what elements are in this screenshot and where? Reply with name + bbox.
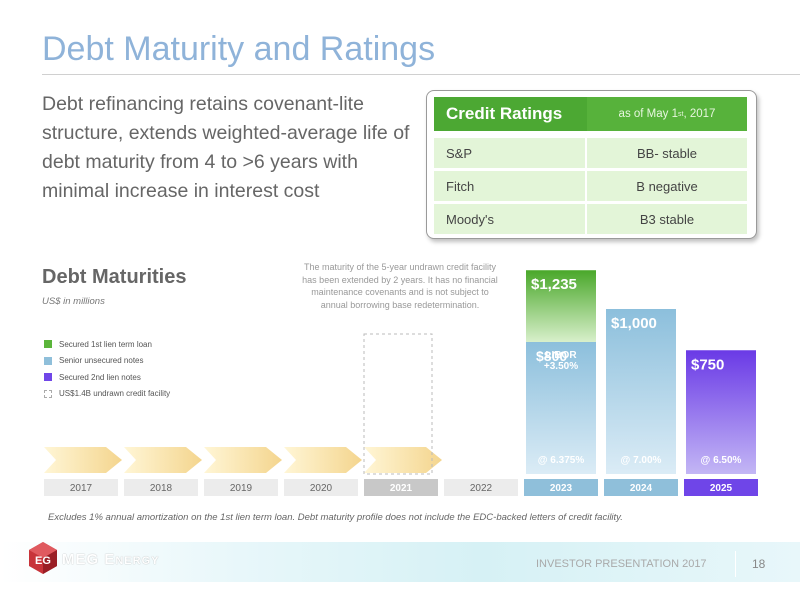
timeline-arrow xyxy=(124,447,202,473)
bar-segment-label: $800 xyxy=(536,348,567,364)
legend-item: US$1.4B undrawn credit facility xyxy=(44,387,170,401)
ratings-date-prefix: as of May 1 xyxy=(618,108,678,120)
legend-item: Secured 2nd lien notes xyxy=(44,370,170,384)
slide-title: Debt Maturity and Ratings xyxy=(42,30,436,68)
legend-label: US$1.4B undrawn credit facility xyxy=(59,389,171,398)
ratings-title: Credit Ratings xyxy=(434,97,587,131)
year-tick-label: 2019 xyxy=(230,483,253,494)
title-divider xyxy=(42,74,800,75)
timeline-arrow xyxy=(364,447,442,473)
year-label-box xyxy=(364,479,438,496)
legend-swatch-purple xyxy=(44,373,52,381)
legend-swatch-blue xyxy=(44,356,52,365)
year-tick-label: 2020 xyxy=(310,483,333,494)
agency-name: Moody's xyxy=(434,204,587,234)
page-number: 18 xyxy=(752,557,766,571)
agency-rating: B3 stable xyxy=(639,211,695,227)
year-label-box xyxy=(124,479,198,496)
ratings-row: Fitch B negative xyxy=(434,171,747,201)
year-label-box xyxy=(204,479,278,496)
year-tick-label: 2023 xyxy=(550,483,573,494)
bar-segment-secured-2nd-lien-notes xyxy=(686,350,756,474)
chart-legend: Secured 1st lien term loan Senior unsecu… xyxy=(44,337,170,403)
legend-item: Senior unsecured notes xyxy=(44,354,170,368)
year-label-box xyxy=(444,479,518,496)
brand-name: MEG Energy xyxy=(62,551,160,568)
bar-rate-label: @ 7.00% xyxy=(621,455,662,466)
bar-rate-note: LIBOR xyxy=(545,350,577,361)
meg-logo-icon: EG xyxy=(29,542,57,574)
chart-unit: US$ in millions xyxy=(42,296,105,307)
bar-rate-label: @ 6.375% xyxy=(538,455,585,466)
year-label-box xyxy=(44,479,118,496)
agency-rating: BB- stable xyxy=(637,145,697,161)
year-label-box xyxy=(684,479,758,496)
bar-segment-senior-unsecured-notes xyxy=(606,309,676,474)
bar-total-label: $1,000 xyxy=(611,315,657,332)
legend-label: Secured 1st lien term loan xyxy=(59,339,152,349)
footnote: Excludes 1% annual amortization on the 1… xyxy=(48,512,623,523)
bar-segment-secured-1st-lien-term-loan xyxy=(526,270,596,342)
agency-name: Fitch xyxy=(434,171,587,201)
legend-label: Secured 2nd lien notes xyxy=(59,372,141,382)
agency-rating: B negative xyxy=(636,178,698,194)
year-label-box xyxy=(284,479,358,496)
facility-annotation: The maturity of the 5-year undrawn credi… xyxy=(302,262,498,310)
timeline-arrow xyxy=(204,447,282,473)
ratings-date-year: , 2017 xyxy=(683,108,716,120)
year-tick-label: 2024 xyxy=(630,483,653,494)
bar-total-label: $750 xyxy=(691,356,724,373)
svg-text:EG: EG xyxy=(35,555,51,567)
legend-swatch-green xyxy=(44,340,52,348)
year-tick-label: 2022 xyxy=(470,483,493,494)
year-tick-label: 2017 xyxy=(70,483,93,494)
year-label-box xyxy=(604,479,678,496)
timeline-arrow xyxy=(284,447,362,473)
bar-total-label: $1,235 xyxy=(531,276,577,293)
bar-rate-label: @ 6.50% xyxy=(701,455,742,466)
year-tick-label: 2018 xyxy=(150,483,173,494)
legend-swatch-dashed xyxy=(44,389,52,398)
year-label-box xyxy=(524,479,598,496)
ratings-date-suffix: st xyxy=(678,110,684,118)
bar-segment-senior-unsecured-notes xyxy=(526,342,596,474)
legend-label: Senior unsecured notes xyxy=(59,356,144,365)
footer-label: INVESTOR PRESENTATION 2017 xyxy=(536,558,707,570)
ratings-row: Moody's B3 stable xyxy=(434,204,747,234)
year-tick-label: 2021 xyxy=(390,483,413,494)
year-tick-label: 2025 xyxy=(710,483,733,494)
chart-title: Debt Maturities xyxy=(42,266,187,288)
footer-band xyxy=(0,542,800,582)
footer-divider xyxy=(735,551,736,577)
agency-name: S&P xyxy=(434,138,587,168)
ratings-row: S&P BB- stable xyxy=(434,138,747,168)
undrawn-facility-bar xyxy=(363,333,433,475)
bar-rate-note: +3.50% xyxy=(544,361,578,372)
timeline-arrow xyxy=(44,447,122,473)
legend-item: Secured 1st lien term loan xyxy=(44,337,170,351)
slide-subtitle: Debt refinancing retains covenant-lite s… xyxy=(42,93,410,202)
